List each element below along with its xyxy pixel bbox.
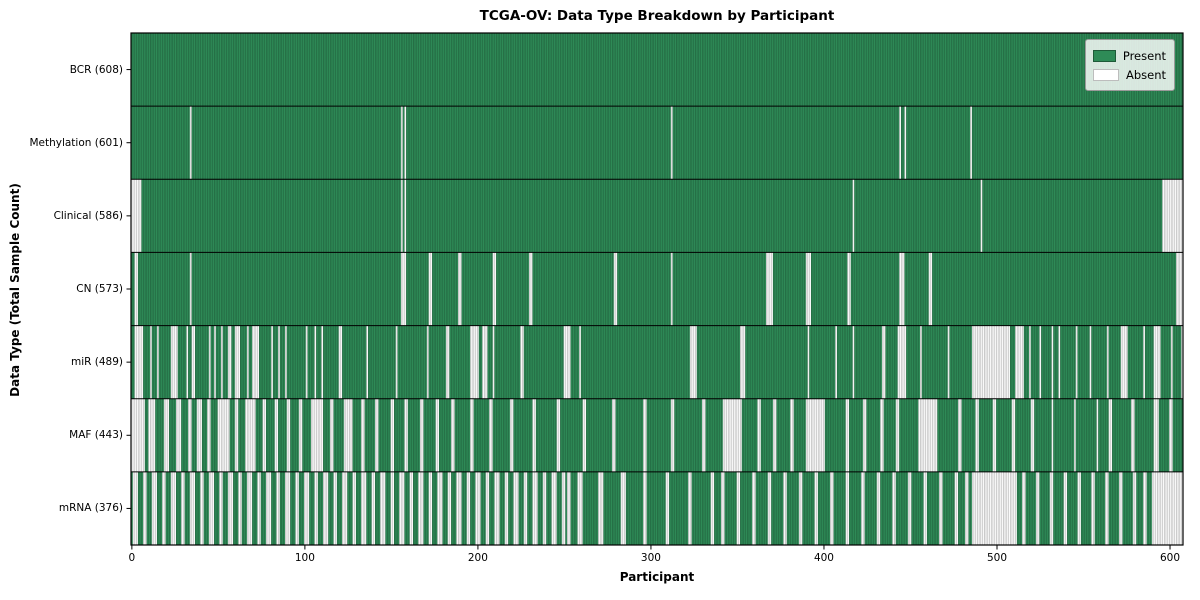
legend-swatch-present-icon xyxy=(1093,49,1116,62)
legend-entry-absent: Absent xyxy=(1093,65,1166,84)
legend-label-present: Present xyxy=(1122,48,1166,63)
x-tick-label: 200 xyxy=(467,552,488,564)
bar-edges-texture xyxy=(131,33,1183,545)
legend: Present Absent xyxy=(1085,39,1175,91)
x-tick-label: 400 xyxy=(813,552,834,564)
y-tick-label-Clinical: Clinical (586) xyxy=(53,209,123,222)
x-axis-label: Participant xyxy=(619,570,695,584)
y-tick-label-CN: CN (573) xyxy=(76,283,123,295)
y-tick-label-BCR: BCR (608) xyxy=(69,63,123,76)
y-axis-label: Data Type (Total Sample Count) xyxy=(8,183,22,397)
x-tick-label: 0 xyxy=(128,552,136,564)
x-tick-label: 100 xyxy=(294,552,315,564)
legend-swatch-absent-icon xyxy=(1093,68,1119,81)
y-tick-label-miR: miR (489) xyxy=(70,356,123,369)
legend-label-absent: Absent xyxy=(1125,67,1166,82)
chart-title: TCGA-OV: Data Type Breakdown by Particip… xyxy=(479,8,835,24)
legend-entry-present: Present xyxy=(1093,46,1166,65)
x-tick-label: 300 xyxy=(640,552,661,564)
y-tick-label-Methylation: Methylation (601) xyxy=(29,136,123,149)
x-tick-label: 600 xyxy=(1159,552,1181,564)
x-tick-label: 500 xyxy=(986,552,1007,564)
y-tick-label-mRNA: mRNA (376) xyxy=(58,502,123,515)
y-tick-label-MAF: MAF (443) xyxy=(69,429,123,442)
